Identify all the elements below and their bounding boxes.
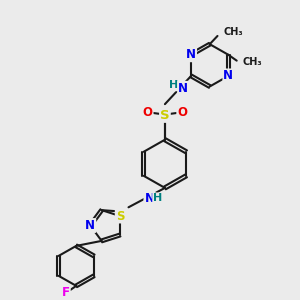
Text: CH₃: CH₃	[224, 27, 243, 37]
Text: O: O	[142, 106, 153, 119]
Text: F: F	[62, 286, 70, 299]
Text: CH₃: CH₃	[243, 57, 262, 67]
Text: N: N	[85, 219, 95, 232]
Text: N: N	[178, 82, 188, 95]
Text: S: S	[116, 209, 124, 223]
Text: S: S	[160, 109, 170, 122]
Text: N: N	[144, 192, 154, 205]
Text: O: O	[177, 106, 187, 119]
Text: H: H	[153, 193, 162, 203]
Text: N: N	[223, 69, 233, 82]
Text: H: H	[169, 80, 178, 90]
Text: N: N	[186, 48, 196, 61]
